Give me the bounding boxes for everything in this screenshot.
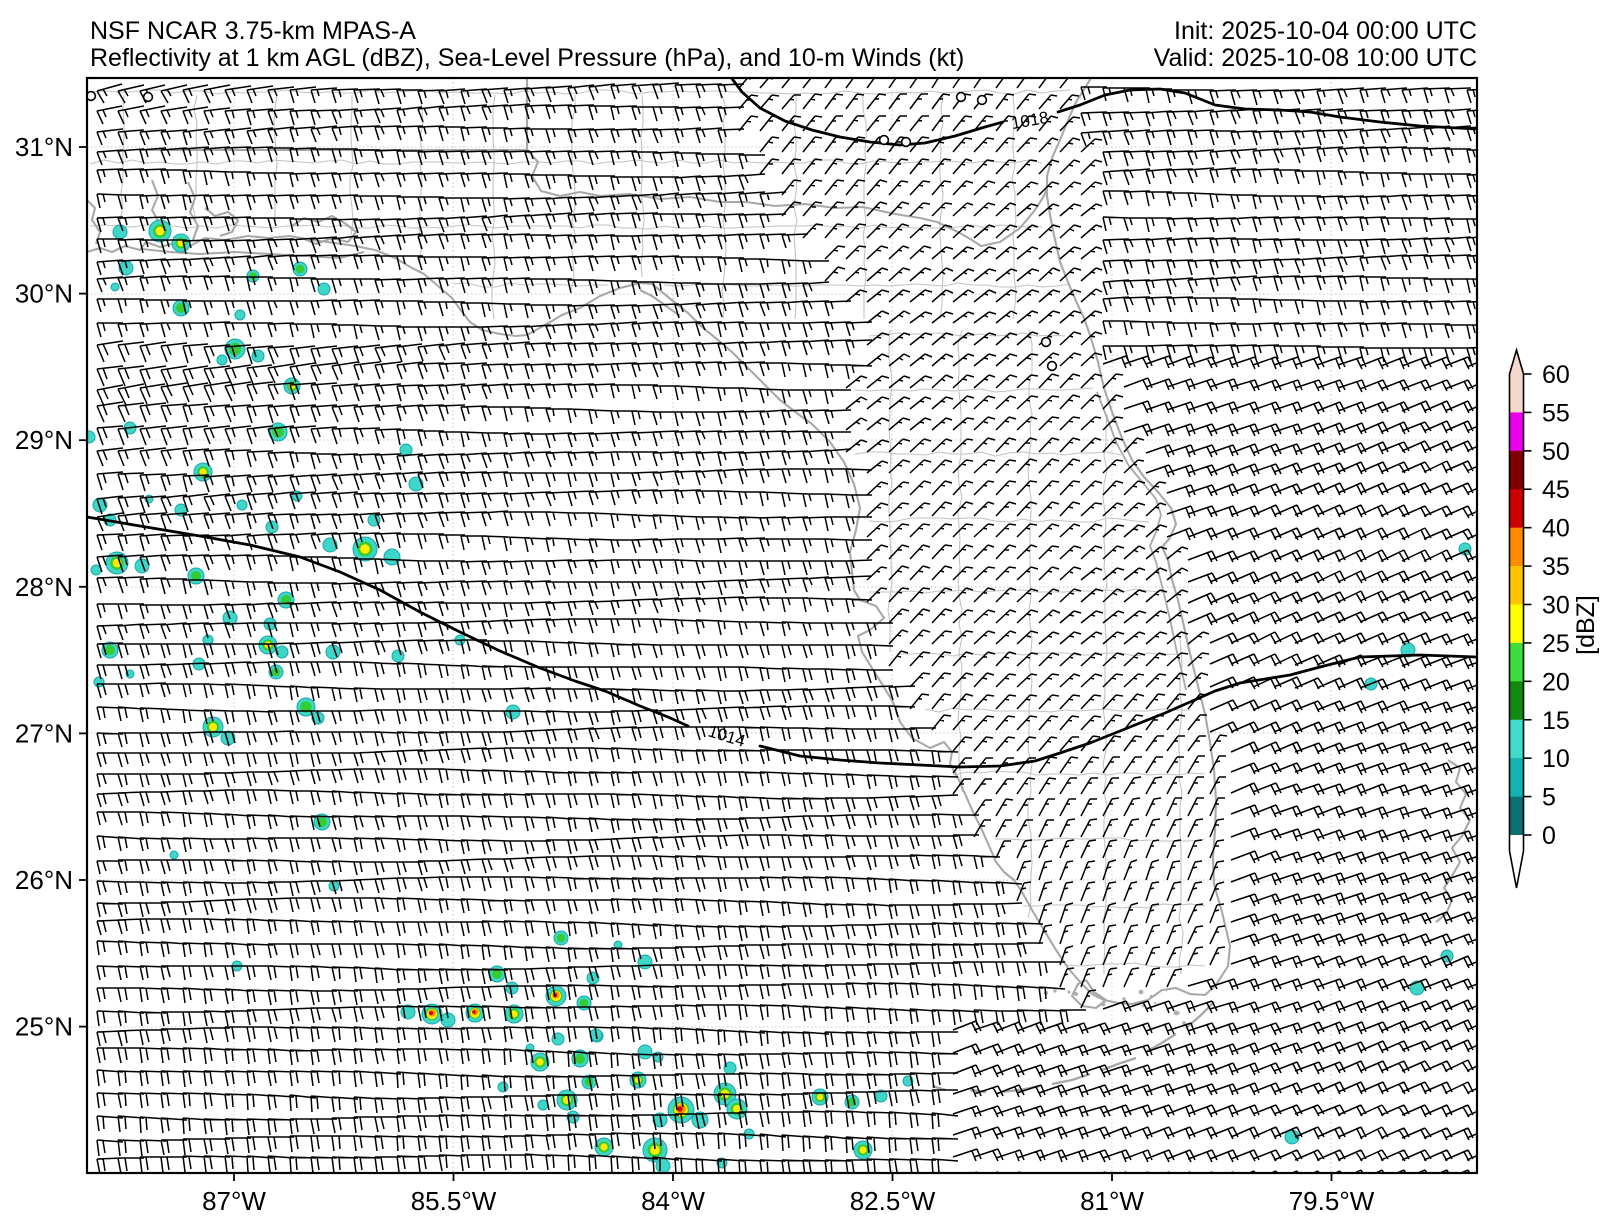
svg-text:50: 50 [1542,438,1570,466]
svg-text:25: 25 [1542,630,1570,658]
svg-text:25°N: 25°N [15,1012,73,1042]
svg-text:27°N: 27°N [15,718,73,748]
svg-text:26°N: 26°N [15,865,73,895]
svg-text:81°W: 81°W [1080,1186,1144,1216]
svg-text:40: 40 [1542,515,1570,543]
svg-text:60: 60 [1542,361,1570,389]
svg-text:82.5°W: 82.5°W [850,1186,936,1216]
svg-text:20: 20 [1542,668,1570,696]
svg-text:10: 10 [1542,745,1570,773]
svg-text:84°W: 84°W [641,1186,705,1216]
svg-text:55: 55 [1542,399,1570,427]
svg-text:35: 35 [1542,553,1570,581]
svg-text:Reflectivity at 1 km AGL (dBZ): Reflectivity at 1 km AGL (dBZ), Sea-Leve… [90,44,964,72]
svg-text:NSF NCAR 3.75-km MPAS-A: NSF NCAR 3.75-km MPAS-A [90,17,416,45]
svg-text:87°W: 87°W [202,1186,266,1216]
svg-text:Valid: 2025-10-08 10:00 UTC: Valid: 2025-10-08 10:00 UTC [1154,44,1477,72]
svg-text:30°N: 30°N [15,279,73,309]
svg-text:0: 0 [1542,822,1556,850]
svg-text:79.5°W: 79.5°W [1289,1186,1375,1216]
svg-text:Init: 2025-10-04 00:00 UTC: Init: 2025-10-04 00:00 UTC [1174,17,1477,45]
svg-text:15: 15 [1542,707,1570,735]
svg-text:5: 5 [1542,784,1556,812]
svg-text:85.5°W: 85.5°W [411,1186,497,1216]
svg-text:28°N: 28°N [15,572,73,602]
svg-text:30: 30 [1542,592,1570,620]
svg-text:[dBZ]: [dBZ] [1572,595,1600,655]
svg-text:29°N: 29°N [15,425,73,455]
svg-text:31°N: 31°N [15,132,73,162]
svg-text:45: 45 [1542,476,1570,504]
